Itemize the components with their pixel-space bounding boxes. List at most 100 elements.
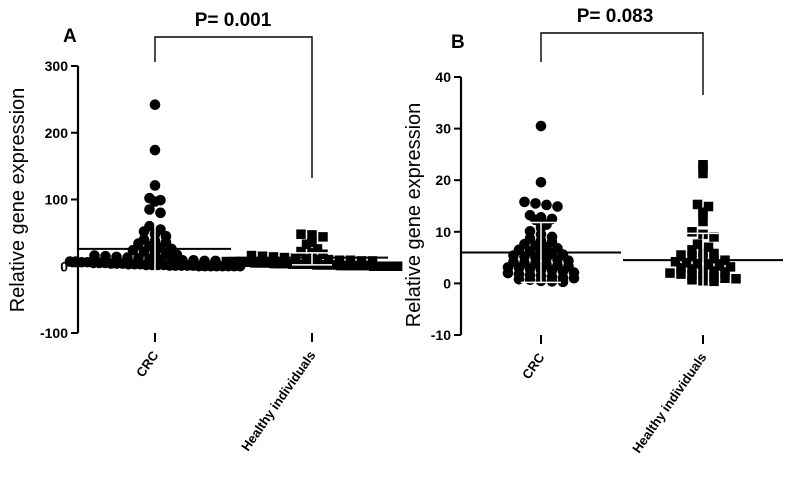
panel-b-healthy-individuals-point xyxy=(692,239,703,249)
panel-b-ytick-label: 0 xyxy=(443,275,451,291)
panel-b-xtick-label: CRC xyxy=(519,350,548,382)
panel-a-crc-point xyxy=(127,244,139,256)
panel-b-label: B xyxy=(451,32,465,53)
panel-b-healthy-individuals-point xyxy=(703,201,714,212)
panel-a-healthy-individuals-point xyxy=(235,257,246,267)
panel-b-healthy-individuals-point xyxy=(709,276,719,287)
panel-a-healthy-individuals-point xyxy=(283,258,293,269)
panel-b-healthy-individuals-point xyxy=(676,263,686,273)
panel-b-crc-point xyxy=(552,201,563,212)
panel-b-healthy-individuals-point xyxy=(709,253,719,264)
panel-a-significance-bracket xyxy=(154,36,313,178)
panel-a-xtick-label: Healthy individuals xyxy=(238,348,318,454)
panel-a-healthy-individuals-point xyxy=(296,246,306,257)
panel-a-ytick-label: 200 xyxy=(45,125,69,141)
panel-b-crc-point xyxy=(524,274,536,286)
panel-b-crc-point xyxy=(519,196,530,208)
panel-b-healthy-individuals-point xyxy=(703,242,714,253)
panel-a-healthy-individuals-point xyxy=(359,260,370,271)
panel-a-healthy-individuals-point xyxy=(383,261,393,271)
panel-b-healthy-individuals-point xyxy=(709,266,719,276)
panel-b-crc-point xyxy=(535,120,547,132)
panel-b-healthy-individuals-point xyxy=(692,259,703,269)
panel-b-healthy-individuals-point xyxy=(720,273,730,283)
panel-a-healthy-individuals-point xyxy=(388,261,398,271)
panel-b-healthy-individuals-point xyxy=(676,250,686,260)
panel-b-ytick-label: -10 xyxy=(431,327,451,343)
panel-a-ytick-label: -100 xyxy=(40,325,68,341)
panel-a-healthy-individuals-point xyxy=(335,260,346,271)
panel-a-p-value: P= 0.001 xyxy=(195,10,272,31)
panel-b-significance-bracket xyxy=(540,32,704,95)
panel-a-healthy-individuals-point xyxy=(345,260,355,271)
panel-a-healthy-individuals-point xyxy=(296,229,306,239)
panel-a-healthy-individuals-point xyxy=(323,254,334,265)
panel-a-healthy-individuals-point xyxy=(245,257,255,267)
panel-a-healthy-individuals-point xyxy=(264,258,274,268)
panel-a-crc-point xyxy=(138,226,150,237)
panel-a-healthy-individuals-point xyxy=(226,256,236,267)
panel-a-healthy-individuals-point xyxy=(221,256,232,267)
panel-b-crc-point xyxy=(557,276,569,288)
panel-a-healthy-individuals-point xyxy=(312,244,323,254)
panel-a-healthy-individuals-point xyxy=(364,260,374,271)
panel-b-crc-point xyxy=(502,267,514,279)
panel-a-crc-point xyxy=(149,180,161,191)
panel-b-ytick-label: 10 xyxy=(435,224,451,240)
panel-b-healthy-individuals-point xyxy=(731,274,741,284)
panel-b-healthy-individuals-point xyxy=(709,248,719,259)
panel-b-crc-point xyxy=(541,199,552,211)
panel-b-healthy-individuals-point xyxy=(698,162,708,172)
panel-b-healthy-individuals-point xyxy=(698,209,708,220)
panel-b-healthy-individuals-point xyxy=(687,264,697,274)
panel-a-healthy-individuals-point xyxy=(273,258,284,269)
panel-a-healthy-individuals-point xyxy=(312,254,323,265)
panel-b-healthy-individuals-point xyxy=(676,269,686,279)
panel-a-crc-point xyxy=(149,144,161,156)
panel-b-healthy-individuals-point xyxy=(709,232,719,242)
panel-a-healthy-individuals-point xyxy=(257,251,268,261)
panel-b-crc-point xyxy=(546,276,558,287)
panel-b-healthy-individuals-point xyxy=(692,199,703,210)
panel-a-healthy-individuals-point xyxy=(259,258,270,268)
panel-a-healthy-individuals-point xyxy=(345,255,356,265)
panel-b-healthy-individuals-point xyxy=(714,261,725,271)
panel-a-healthy-individuals-point xyxy=(246,250,257,261)
panel-a-healthy-individuals-point xyxy=(318,249,328,259)
panel-a-healthy-individuals-point xyxy=(254,258,265,268)
panel-b-healthy-individuals-point xyxy=(687,251,697,262)
panel-a-healthy-individuals-point xyxy=(378,261,389,271)
panel-a-healthy-individuals-point xyxy=(369,261,379,271)
panel-a-crc-point xyxy=(149,196,161,207)
panel-b-healthy-individuals-point xyxy=(720,267,730,277)
panel-a-label: A xyxy=(63,26,77,47)
panel-b-healthy-individuals-point xyxy=(665,268,675,278)
panel-a-healthy-individuals-point xyxy=(350,260,360,271)
panel-a-healthy-individuals-point xyxy=(354,260,365,271)
panel-b-healthy-individuals-point xyxy=(703,260,714,270)
panel-b-ylabel: Relative gene expression xyxy=(403,103,425,328)
panel-b-xtick-label: Healthy individuals xyxy=(629,350,709,456)
panel-b-healthy-individuals-point xyxy=(698,168,708,179)
panel-b-healthy-individuals-point xyxy=(681,258,692,268)
panel-a-healthy-individuals-point xyxy=(307,230,317,240)
panel-a-healthy-individuals-point xyxy=(301,254,312,264)
panel-b-healthy-individuals-point xyxy=(687,275,697,285)
panel-b-healthy-individuals-point xyxy=(687,245,697,255)
panel-a-healthy-individuals-point xyxy=(301,239,312,249)
panel-a-healthy-individuals-point xyxy=(373,261,384,271)
panel-b-crc-point xyxy=(535,176,547,188)
panel-b-crc-point xyxy=(530,198,541,209)
panel-b-ytick-label: 40 xyxy=(435,69,451,85)
panel-a-healthy-individuals-point xyxy=(318,232,328,242)
panel-a-healthy-individuals-point xyxy=(269,258,279,269)
panel-a-healthy-individuals-point xyxy=(231,256,241,267)
panel-b-ytick-label: 30 xyxy=(435,121,451,137)
panel-a-healthy-individuals-point xyxy=(340,260,351,271)
panel-a-crc-point xyxy=(155,207,166,219)
panel-b-healthy-individuals-point xyxy=(670,256,681,267)
panel-b-crc-point xyxy=(568,272,580,284)
panel-a-ytick-label: 0 xyxy=(60,258,68,274)
panel-a-ytick-label: 100 xyxy=(45,192,69,208)
